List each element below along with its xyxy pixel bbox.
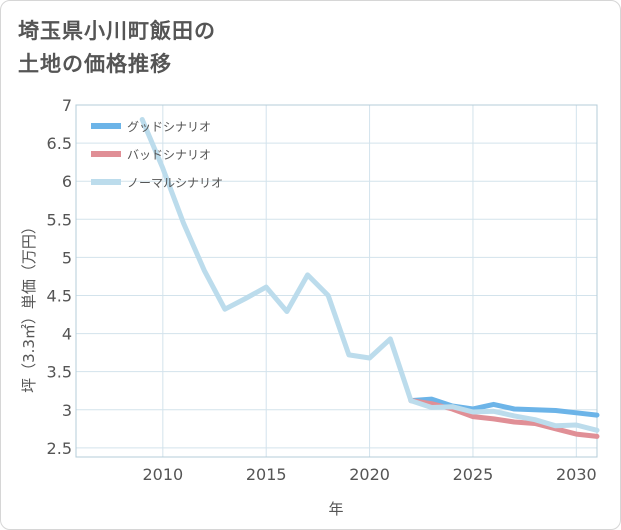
y-tick-label: 5 <box>62 248 72 267</box>
grid <box>76 104 597 457</box>
x-tick-label: 2015 <box>246 465 287 484</box>
y-tick-label: 2.5 <box>47 439 72 458</box>
x-tick-label: 2025 <box>453 465 494 484</box>
x-tick-label: 2020 <box>349 465 390 484</box>
x-axis: 2010 2015 2020 2025 2030 <box>142 465 596 484</box>
y-tick-label: 3 <box>62 401 72 420</box>
legend-label: バッドシナリオ <box>127 148 211 162</box>
chart-title-line-2: 土地の価格推移 <box>18 52 172 76</box>
x-axis-label: 年 <box>328 500 343 518</box>
y-tick-label: 3.5 <box>47 363 72 382</box>
legend-label: ノーマルシナリオ <box>127 176 223 190</box>
y-tick-label: 4.5 <box>47 286 72 305</box>
y-tick-label: 4 <box>62 325 72 344</box>
y-tick-label: 6 <box>62 172 72 191</box>
y-axis: 2.5 3 3.5 4 4.5 5 5.5 6 6.5 7 <box>47 96 72 458</box>
x-tick-label: 2010 <box>142 465 183 484</box>
y-tick-label: 6.5 <box>47 134 72 153</box>
chart-title-line-1: 埼玉県小川町飯田の <box>18 19 216 43</box>
chart-title: 埼玉県小川町飯田の 土地の価格推移 <box>18 15 216 81</box>
series-lines <box>139 117 600 439</box>
legend-label: グッドシナリオ <box>127 120 211 134</box>
plot-area <box>75 104 598 458</box>
series-line-0 <box>408 396 600 418</box>
y-tick-label: 7 <box>62 96 72 115</box>
y-axis-label: 坪（3.3㎡）単価（万円） <box>20 219 38 393</box>
x-tick-label: 2030 <box>556 465 597 484</box>
series-line-2 <box>139 117 600 433</box>
y-tick-label: 5.5 <box>47 210 72 229</box>
